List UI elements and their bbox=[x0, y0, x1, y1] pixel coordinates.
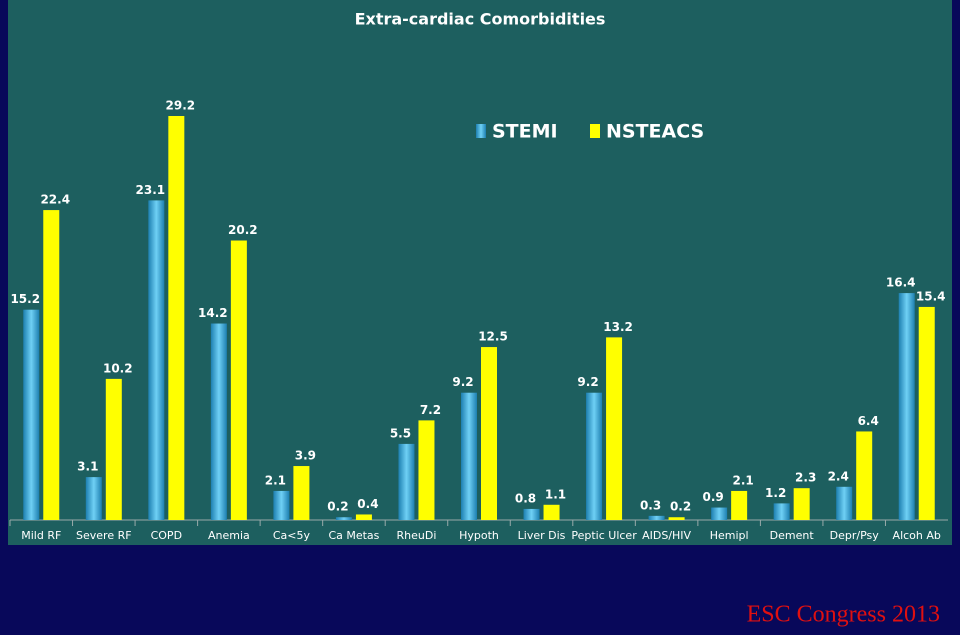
value-label: 15.2 bbox=[10, 292, 40, 306]
value-label: 6.4 bbox=[858, 414, 879, 428]
bar bbox=[668, 517, 685, 520]
bar bbox=[273, 490, 290, 520]
value-label: 14.2 bbox=[198, 306, 228, 320]
bar bbox=[523, 508, 540, 520]
bar bbox=[731, 490, 748, 520]
bar bbox=[461, 392, 477, 520]
value-label: 0.9 bbox=[703, 490, 724, 504]
value-label: 0.2 bbox=[670, 500, 691, 514]
value-label: 7.2 bbox=[420, 403, 441, 417]
value-label: 13.2 bbox=[603, 320, 633, 334]
legend-swatch bbox=[476, 124, 486, 138]
x-tick-label: Hypoth bbox=[459, 529, 499, 542]
value-label: 15.4 bbox=[916, 289, 946, 303]
value-label: 12.5 bbox=[478, 330, 508, 344]
bar bbox=[773, 503, 790, 520]
value-label: 0.4 bbox=[357, 497, 378, 511]
x-tick-label: Dement bbox=[770, 529, 815, 542]
bar bbox=[586, 392, 603, 520]
x-tick-label: Liver Dis bbox=[518, 529, 566, 542]
x-tick-label: Alcoh Ab bbox=[893, 529, 941, 542]
value-label: 16.4 bbox=[886, 276, 916, 290]
x-tick-label: AIDS/HIV bbox=[642, 529, 691, 542]
bar bbox=[230, 240, 247, 520]
value-label: 22.4 bbox=[40, 193, 70, 207]
bar bbox=[836, 486, 853, 520]
bar bbox=[168, 116, 185, 520]
value-label: 1.1 bbox=[545, 487, 566, 501]
value-label: 1.2 bbox=[765, 486, 786, 500]
bar bbox=[355, 514, 372, 520]
bar bbox=[23, 309, 40, 520]
x-tick-label: Anemia bbox=[208, 529, 250, 542]
footer: ESC Congress 2013 bbox=[747, 602, 940, 628]
bar bbox=[335, 517, 352, 520]
value-label: 2.3 bbox=[795, 471, 816, 485]
x-tick-label: Ca Metas bbox=[328, 529, 379, 542]
value-label: 2.4 bbox=[828, 469, 849, 483]
bar bbox=[105, 378, 122, 520]
bar bbox=[543, 504, 560, 520]
x-tick-label: Severe RF bbox=[76, 529, 132, 542]
bar bbox=[481, 347, 497, 520]
x-tick-label: Peptic Ulcer bbox=[571, 529, 637, 542]
bar bbox=[918, 306, 935, 520]
x-tick-label: Depr/Psy bbox=[830, 529, 880, 542]
x-tick-label: Mild RF bbox=[21, 529, 61, 542]
value-label: 20.2 bbox=[228, 223, 258, 237]
legend-label: STEMI bbox=[492, 121, 558, 143]
value-label: 9.2 bbox=[577, 375, 598, 389]
bar bbox=[856, 431, 873, 520]
value-label: 2.1 bbox=[265, 473, 286, 487]
chart-title: Extra-cardiac Comorbidities bbox=[355, 10, 606, 29]
bar bbox=[210, 323, 227, 520]
value-label: 3.9 bbox=[295, 449, 316, 463]
bar bbox=[648, 515, 665, 520]
value-label: 29.2 bbox=[166, 99, 196, 113]
bar bbox=[43, 210, 60, 520]
x-tick-label: COPD bbox=[151, 529, 182, 542]
bar bbox=[711, 507, 728, 520]
x-tick-label: Ca<5y bbox=[273, 529, 311, 542]
value-label: 0.3 bbox=[640, 498, 661, 512]
legend-label: NSTEACS bbox=[606, 121, 704, 143]
value-label: 0.8 bbox=[515, 491, 536, 505]
chart-panel bbox=[8, 0, 952, 545]
x-tick-label: Hemipl bbox=[710, 529, 749, 542]
bar bbox=[898, 293, 915, 520]
bar bbox=[418, 420, 435, 520]
value-label: 5.5 bbox=[390, 426, 411, 440]
bar bbox=[398, 443, 415, 520]
bar bbox=[85, 477, 102, 520]
value-label: 3.1 bbox=[77, 460, 98, 474]
value-label: 10.2 bbox=[103, 361, 133, 375]
value-label: 2.1 bbox=[733, 473, 754, 487]
bar bbox=[148, 200, 165, 520]
x-tick-label: RheuDi bbox=[397, 529, 437, 542]
value-label: 0.2 bbox=[327, 500, 348, 514]
value-label: 23.1 bbox=[136, 183, 166, 197]
bar bbox=[793, 488, 810, 520]
legend-swatch bbox=[590, 124, 600, 138]
bar bbox=[606, 337, 623, 520]
bar bbox=[293, 466, 310, 520]
value-label: 9.2 bbox=[452, 375, 473, 389]
